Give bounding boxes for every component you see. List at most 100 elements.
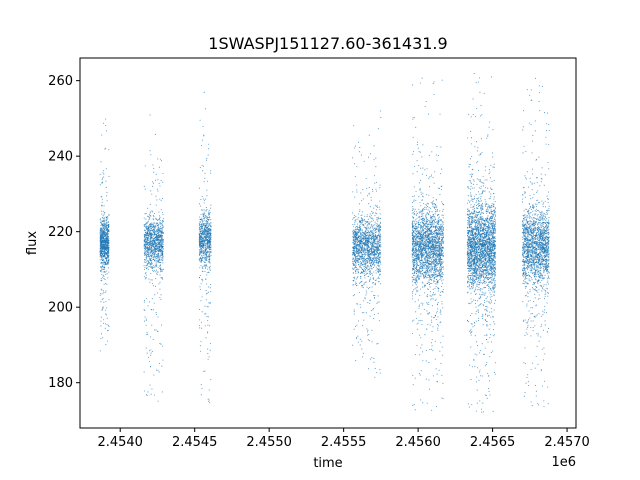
data-point [373,294,375,296]
data-point [161,277,163,279]
data-point [143,390,145,392]
data-point [208,214,210,216]
data-point [145,226,147,228]
data-point [201,311,203,313]
data-point [373,242,375,244]
data-point [155,257,157,260]
data-point [145,318,147,320]
data-point [357,226,359,228]
data-point [157,243,160,245]
data-point [157,245,159,247]
data-point [201,223,203,225]
data-point [360,244,363,246]
data-point [208,399,210,401]
data-point [362,234,364,236]
data-point [157,234,159,237]
data-point [372,254,374,256]
data-point [147,207,149,209]
data-point [208,219,210,221]
data-point [366,331,369,333]
data-point [210,226,212,228]
data-point [152,269,154,272]
data-point [106,222,108,224]
data-point [436,208,438,211]
data-point [379,187,381,189]
data-point [199,233,201,235]
data-point [143,224,145,226]
data-point [379,372,381,374]
data-point [375,231,377,233]
data-point [435,298,437,300]
data-point [355,266,357,268]
data-point [209,253,211,255]
data-point [144,242,146,244]
data-point [352,267,354,269]
data-point [430,348,432,350]
data-point [151,223,153,225]
data-point [360,219,362,221]
data-point [151,263,153,265]
data-point [417,290,419,292]
data-point [378,261,380,263]
data-point [158,247,160,249]
data-point [365,269,367,271]
data-point [362,221,364,223]
data-point [360,272,362,275]
data-point [364,297,366,299]
data-point [151,243,153,245]
data-point [354,325,357,328]
data-point [354,247,356,249]
data-point [354,217,356,219]
data-point [204,212,206,214]
data-point [375,166,377,168]
data-point [107,233,109,235]
data-point [148,268,150,270]
data-point [352,262,354,264]
data-point [150,393,152,395]
data-point [379,238,381,241]
data-point [372,190,374,192]
data-point [424,256,426,258]
data-point [439,278,441,281]
data-point [100,237,102,239]
data-point [159,222,162,224]
data-point [146,236,148,238]
data-point [105,239,107,241]
data-point [352,157,354,159]
data-point [367,250,369,252]
data-point [203,246,205,248]
data-point [152,218,154,220]
data-point [162,225,164,227]
data-point [377,216,379,218]
data-point [365,229,367,231]
data-point [203,252,205,254]
data-point [100,316,102,318]
data-point [202,198,204,200]
data-point [147,333,149,335]
data-point [202,239,204,241]
data-point [371,254,373,256]
data-point [422,304,424,306]
data-point [379,267,381,269]
data-point [360,154,362,156]
data-point [159,185,161,187]
data-point [154,259,156,261]
data-point [369,227,371,229]
data-point [159,243,161,245]
data-point [209,252,211,254]
data-point [369,299,371,301]
data-point [423,231,425,233]
data-point [369,270,371,272]
data-point [107,224,109,226]
data-point [210,207,212,209]
data-point [209,224,211,226]
data-point [206,260,208,262]
data-point [413,289,415,291]
data-point [370,239,372,241]
data-point [375,223,377,225]
data-point [203,229,205,231]
data-point [206,241,209,243]
data-point [103,319,105,321]
data-point [105,309,107,311]
data-point [199,225,202,228]
